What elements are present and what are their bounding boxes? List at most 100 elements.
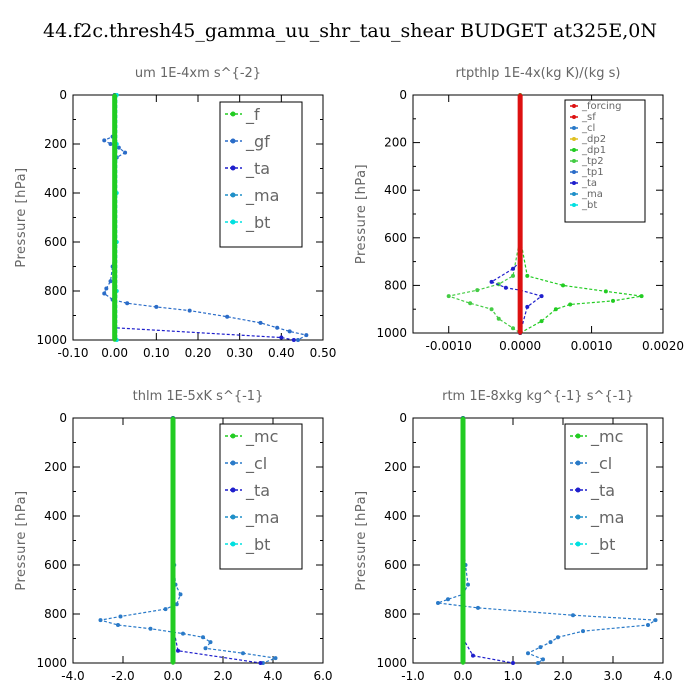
data-point-mc	[171, 538, 175, 543]
y-axis-label-rtpthlp: Pressure [hPa]	[354, 164, 369, 264]
data-point-cl	[556, 635, 560, 640]
data-point-mc	[461, 489, 465, 494]
y-tick-label: 800	[44, 607, 67, 621]
data-point-forcing	[518, 140, 522, 145]
y-tick-label: 0	[59, 88, 67, 102]
panel-thlm: thlm 1E-5xK s^{-1} Pressure [hPa] 0 200 400 6…	[14, 389, 333, 683]
y-tick-label: 400	[44, 509, 67, 523]
data-point-mc	[461, 514, 465, 518]
legend-marker-cl	[230, 460, 236, 466]
x-tick-label: 6.0	[313, 669, 332, 683]
data-point-cl	[241, 651, 245, 656]
x-tick-label: 0.0020	[642, 339, 684, 353]
data-point-forcing	[518, 188, 522, 192]
y-axis-label-um: Pressure [hPa]	[14, 167, 29, 267]
data-point-mc	[171, 416, 175, 420]
x-tick-label: 0.30	[226, 346, 253, 360]
data-point-cl	[466, 582, 470, 587]
data-point-mc	[171, 587, 175, 592]
legend-label-ta: _ta	[590, 481, 615, 501]
y-tick-label: 200	[44, 137, 67, 151]
data-point-tp2	[475, 288, 480, 293]
data-point-tp2	[489, 307, 494, 312]
y-tick-label: 800	[384, 607, 407, 621]
data-point-gf	[102, 291, 107, 296]
data-point-dp1	[539, 319, 544, 324]
data-point-cl	[476, 605, 480, 610]
data-point-mc	[171, 661, 175, 665]
figure-title: 44.f2c.thresh45_gamma_uu_shr_tau_shear B…	[43, 20, 657, 42]
data-point-cl	[178, 592, 183, 597]
data-point-f	[112, 240, 117, 244]
data-point-gf	[225, 314, 230, 319]
legend-marker-dp2	[572, 137, 576, 141]
y-tick-label: 200	[384, 460, 407, 474]
data-point-ta	[503, 285, 508, 290]
y-tick-label: 200	[384, 136, 407, 150]
legend-marker-ma	[230, 514, 236, 520]
panel-title-rtm: rtm 1E-8xkg kg^{-1} s^{-1}	[442, 389, 634, 404]
data-point-cl	[526, 651, 530, 656]
legend-marker-bt	[230, 219, 236, 225]
data-point-mc	[171, 465, 175, 469]
data-point-cl	[446, 597, 450, 602]
y-tick-label: 600	[384, 558, 407, 572]
data-point-cl	[118, 614, 123, 619]
data-point-mc	[461, 612, 465, 616]
data-point-mc	[461, 563, 465, 567]
data-point-ta	[471, 653, 475, 658]
data-point-gf	[108, 142, 113, 146]
data-point-cl	[436, 600, 440, 605]
legend-label-ma: _ma	[590, 508, 624, 528]
data-point-mc	[461, 440, 465, 445]
data-point-f	[112, 289, 117, 293]
series-line-ta	[462, 418, 514, 664]
x-tick-label: 3.0	[603, 669, 622, 683]
legend-label-mc: _mc	[590, 427, 623, 447]
data-point-mc	[171, 636, 175, 641]
data-point-ta	[291, 338, 296, 342]
y-tick-label: 400	[384, 509, 407, 523]
legend-label-ta: _ta	[245, 481, 270, 501]
panel-title-um: um 1E-4xm s^{-2}	[135, 66, 261, 81]
x-tick-label: -0.10	[57, 346, 88, 360]
legend-marker-mc	[230, 433, 236, 439]
legend-label-forcing: _forcing	[581, 101, 622, 112]
data-point-gf	[287, 329, 292, 334]
x-tick-label: 0.20	[185, 346, 212, 360]
legend-marker-forcing	[572, 104, 576, 108]
data-point-tp2	[468, 301, 473, 306]
x-tick-label: 0.40	[268, 346, 295, 360]
data-point-gf	[104, 286, 109, 291]
data-point-gf	[123, 150, 128, 155]
data-point-cl	[201, 635, 205, 640]
legend-label-ma: _ma	[245, 186, 279, 206]
data-point-cl	[163, 607, 168, 612]
x-tick-label: -4.0	[61, 669, 84, 683]
y-axis-label-thlm: Pressure [hPa]	[14, 490, 29, 590]
data-point-f	[112, 93, 117, 97]
data-point-gf	[304, 333, 309, 338]
y-tick-label: 600	[384, 231, 407, 245]
legend-marker-bt	[575, 541, 581, 547]
data-point-f	[112, 313, 117, 318]
legend-marker-ma	[230, 192, 236, 198]
legend-label-gf: _gf	[245, 132, 270, 152]
legend-marker-sf	[572, 115, 576, 119]
data-point-gf	[296, 338, 300, 342]
data-point-mc	[461, 416, 465, 420]
legend-label-mc: _mc	[245, 427, 278, 447]
y-tick-label: 1000	[36, 656, 67, 670]
legend-box-rtpthlp	[564, 99, 646, 223]
data-point-cl	[203, 646, 208, 651]
data-point-ta	[258, 661, 263, 665]
data-point-ta	[539, 294, 544, 299]
x-tick-label: 0.0000	[499, 339, 541, 353]
legend-marker-tp2	[572, 159, 576, 163]
data-point-cl	[116, 623, 120, 628]
legend-marker-tp1	[572, 170, 576, 174]
panel-title-thlm: thlm 1E-5xK s^{-1}	[133, 389, 264, 404]
data-point-gf	[258, 320, 263, 325]
legend-marker-ta	[230, 487, 236, 493]
series-line-ta	[490, 261, 543, 334]
